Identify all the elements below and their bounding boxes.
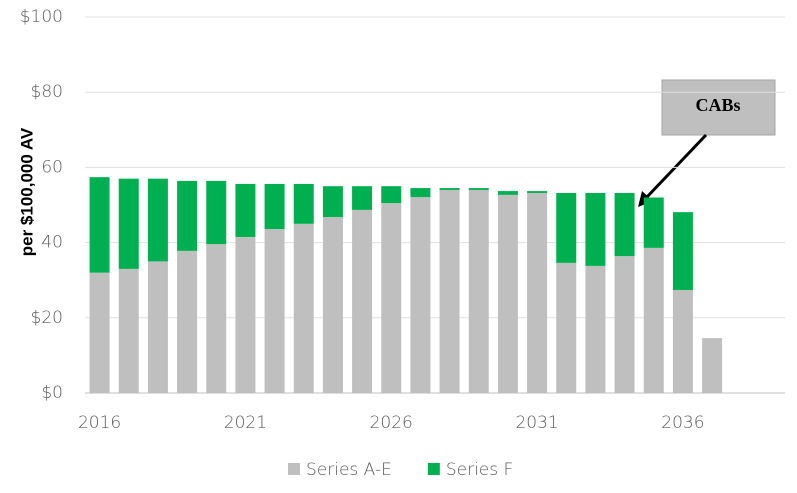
bar-segment (497, 191, 518, 195)
bar-segment (235, 183, 256, 237)
bar-segment (410, 188, 431, 198)
bar-segment (614, 256, 635, 393)
bar-segment (322, 217, 343, 393)
x-tick-label: 2026 (370, 413, 413, 433)
y-tick-label: $0 (41, 383, 63, 403)
bar-segment (235, 236, 256, 393)
bar-segment (527, 192, 548, 393)
bar-segment (614, 192, 635, 257)
x-tick-label: 2031 (515, 413, 558, 433)
bar-segment (264, 183, 285, 230)
bar-segment (322, 186, 343, 218)
bar-segment (89, 272, 110, 393)
bar-segment (293, 223, 314, 393)
bar-segment (585, 265, 606, 393)
legend-label: Series A-E (306, 460, 392, 480)
bar-segment (147, 261, 168, 393)
bar-segment (585, 192, 606, 266)
y-tick-label: 60 (41, 157, 63, 177)
x-tick-label: 2021 (224, 413, 267, 433)
bar-segment (89, 177, 110, 273)
bar-segment (381, 186, 402, 204)
legend-swatch (427, 463, 440, 475)
annotation-arrow (644, 133, 708, 200)
bar-segment (206, 180, 227, 245)
y-tick-label: $80 (31, 82, 63, 102)
bar-segment (556, 262, 577, 393)
annotation: CABs (695, 95, 740, 115)
y-tick-label: 40 (41, 233, 63, 253)
x-tick-label: 2016 (78, 413, 121, 433)
bar-segment (381, 203, 402, 393)
x-tick-label: 2036 (661, 413, 704, 433)
y-tick-label: $100 (20, 7, 63, 27)
bar-segment (527, 191, 548, 193)
bar-segment (556, 192, 577, 263)
bar-segment (643, 197, 664, 248)
bar-segment (672, 212, 693, 290)
bar-segment (497, 194, 518, 393)
bar-segment (293, 183, 314, 224)
bar-segment (264, 229, 285, 393)
legend-label: Series F (446, 460, 513, 480)
bar-segment (643, 247, 664, 393)
annotation-box (661, 79, 776, 136)
bar-segment (468, 189, 489, 393)
bar-segment (439, 189, 460, 393)
bar-segment (177, 250, 198, 393)
bar-segment (147, 178, 168, 262)
bar-segment (439, 188, 460, 190)
bar-segment (702, 338, 723, 393)
bar-segment (468, 188, 489, 190)
bar-segment (177, 180, 198, 251)
bar-segment (410, 197, 431, 393)
y-tick-label: $20 (31, 308, 63, 328)
bar-segment (206, 244, 227, 393)
legend-swatch (288, 463, 300, 475)
bar-segment (118, 268, 139, 393)
y-axis-label: per $100,000 AV (17, 127, 36, 256)
bar-segment (352, 186, 373, 210)
bar-segment (352, 209, 373, 393)
bar-segment (672, 289, 693, 393)
bar-segment (118, 178, 139, 269)
